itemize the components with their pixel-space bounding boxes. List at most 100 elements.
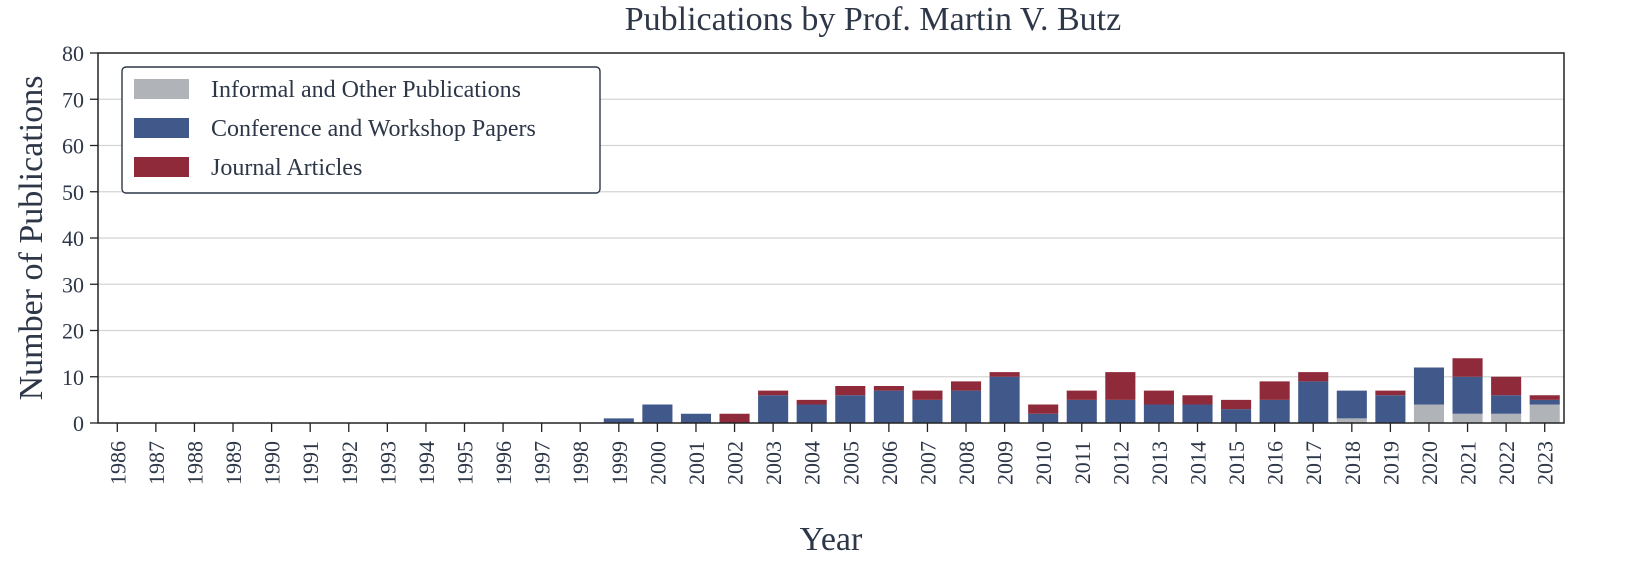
y-tick-label: 0	[73, 411, 84, 436]
bar-2014-series-1	[1182, 404, 1213, 423]
bar-2009-series-2	[989, 372, 1020, 377]
bar-2005-series-1	[835, 395, 866, 423]
y-tick-label: 80	[62, 41, 84, 66]
bar-2006-series-2	[873, 386, 904, 391]
bar-2020-series-1	[1413, 367, 1445, 405]
x-tick-label: 2015	[1224, 441, 1249, 485]
x-tick-label: 2019	[1378, 441, 1403, 485]
x-tick-label: 1990	[260, 441, 285, 485]
x-tick-label: 2002	[723, 441, 748, 485]
bar-2013-series-2	[1143, 390, 1174, 405]
x-tick-label: 2006	[877, 441, 902, 485]
legend-swatch-1	[134, 118, 189, 138]
x-tick-label: 2013	[1147, 441, 1172, 485]
bar-2000-series-1	[642, 404, 673, 423]
x-tick-label: 1992	[337, 441, 362, 485]
bar-2021-series-1	[1452, 376, 1483, 414]
bar-2003-series-2	[758, 390, 789, 396]
x-tick-label: 2018	[1340, 441, 1365, 485]
bar-2022-series-1	[1491, 395, 1522, 414]
y-tick-label: 10	[62, 365, 84, 390]
bar-2015-series-2	[1221, 399, 1252, 410]
bar-2016-series-2	[1259, 381, 1290, 400]
x-axis: 1986 1987 1988 1989 1990 1991 1992 1993 1994 1995…	[105, 423, 1558, 485]
bar-2015-series-1	[1221, 409, 1252, 423]
bar-2010-series-2	[1028, 404, 1059, 414]
bar-2012-series-2	[1105, 372, 1136, 400]
x-tick-label: 2016	[1263, 441, 1288, 485]
bar-2018-series-1	[1336, 390, 1367, 419]
x-axis-label: Year	[800, 521, 863, 558]
x-tick-label: 2023	[1533, 441, 1558, 485]
x-tick-label: 2005	[838, 441, 863, 485]
bar-2006-series-1	[873, 390, 904, 423]
bar-2018-series-0	[1336, 418, 1367, 423]
y-tick-label: 30	[62, 272, 84, 297]
bar-2023-series-1	[1529, 399, 1560, 405]
bar-2020-series-0	[1413, 404, 1445, 423]
chart-title: Publications by Prof. Martin V. Butz	[625, 1, 1121, 38]
bar-2017-series-1	[1298, 381, 1329, 423]
x-tick-label: 1988	[182, 441, 207, 485]
bar-2008-series-2	[950, 381, 982, 391]
x-tick-label: 2003	[761, 441, 786, 485]
bar-2002-series-2	[719, 413, 750, 423]
bar-2017-series-2	[1298, 372, 1329, 382]
bar-1999-series-1	[603, 418, 634, 423]
bar-2014-series-2	[1182, 395, 1213, 405]
x-tick-label: 2022	[1494, 441, 1519, 485]
x-tick-label: 1998	[568, 441, 593, 485]
bar-2023-series-2	[1529, 395, 1560, 400]
x-tick-label: 1996	[491, 441, 516, 485]
bar-2004-series-2	[796, 399, 827, 405]
bar-2023-series-0	[1529, 404, 1560, 423]
bar-2011-series-1	[1066, 399, 1097, 423]
y-tick-label: 60	[62, 134, 84, 159]
x-tick-label: 2020	[1417, 441, 1442, 485]
bar-2005-series-2	[835, 386, 866, 396]
x-tick-label: 1997	[530, 441, 555, 485]
bar-2012-series-1	[1105, 399, 1136, 423]
bar-2009-series-1	[989, 376, 1020, 423]
bar-2004-series-1	[796, 404, 827, 423]
x-tick-label: 2007	[915, 441, 940, 485]
bar-2021-series-0	[1452, 413, 1483, 423]
y-axis-label: Number of Publications	[13, 76, 50, 401]
bar-2016-series-1	[1259, 399, 1290, 423]
bar-2021-series-2	[1452, 358, 1483, 377]
legend-label-2: Journal Articles	[211, 155, 362, 181]
x-tick-label: 1991	[298, 441, 323, 485]
legend-label-0: Informal and Other Publications	[211, 77, 521, 103]
x-tick-label: 1999	[607, 441, 632, 485]
x-tick-label: 1993	[375, 441, 400, 485]
bar-2019-series-2	[1375, 390, 1406, 396]
bar-2022-series-0	[1491, 413, 1522, 423]
bar-2022-series-2	[1491, 376, 1522, 396]
legend: Informal and Other Publications Conferenc…	[121, 66, 601, 194]
x-tick-label: 2012	[1108, 441, 1133, 485]
legend-box	[121, 66, 601, 194]
x-tick-label: 1994	[414, 441, 439, 485]
x-tick-label: 1987	[144, 441, 169, 485]
y-tick-label: 50	[62, 180, 84, 205]
x-tick-label: 2001	[684, 441, 709, 485]
x-tick-label: 1986	[105, 441, 130, 485]
legend-swatch-2	[134, 157, 189, 177]
bar-2007-series-1	[912, 399, 943, 423]
x-tick-label: 2014	[1186, 441, 1211, 485]
x-tick-label: 2000	[645, 441, 670, 485]
x-tick-label: 2008	[954, 441, 979, 485]
bar-2008-series-1	[950, 390, 982, 423]
x-tick-label: 2010	[1031, 441, 1056, 485]
bars	[603, 358, 1560, 423]
y-axis: 0 10 20 30 40 50 60 70 80	[62, 41, 98, 436]
y-tick-label: 20	[62, 319, 84, 344]
bar-2001-series-1	[680, 413, 712, 423]
x-tick-label: 1995	[453, 441, 478, 485]
bar-2003-series-1	[758, 395, 789, 423]
x-tick-label: 2004	[800, 441, 825, 485]
y-tick-label: 70	[62, 87, 84, 112]
x-tick-label: 2017	[1301, 441, 1326, 485]
x-tick-label: 2009	[993, 441, 1018, 485]
x-tick-label: 2021	[1456, 441, 1481, 485]
